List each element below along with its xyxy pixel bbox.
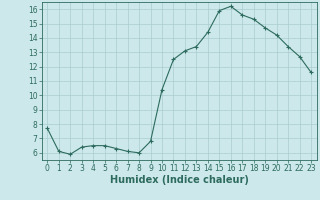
X-axis label: Humidex (Indice chaleur): Humidex (Indice chaleur) [110, 175, 249, 185]
